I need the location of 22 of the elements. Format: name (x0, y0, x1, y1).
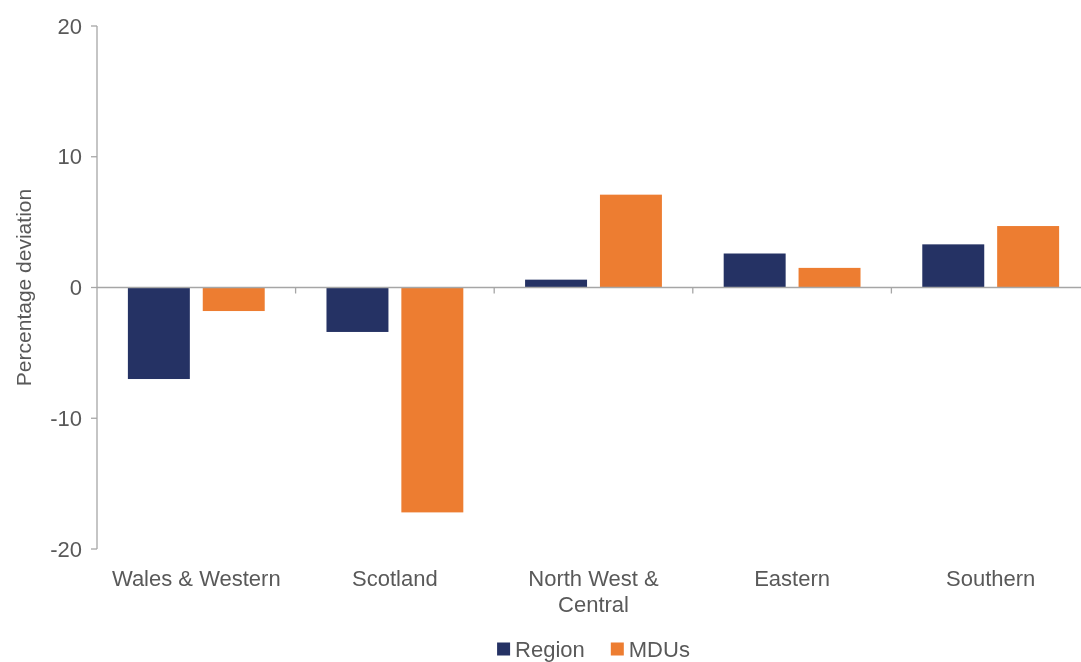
bar (723, 253, 786, 288)
y-tick-label: 10 (57, 144, 82, 170)
x-tick-label: Scotland (352, 566, 438, 591)
bar (401, 287, 464, 513)
y-tick-label: -10 (50, 405, 82, 431)
bar (127, 287, 190, 380)
y-tick-label: 0 (69, 275, 82, 301)
y-tick-label: 20 (57, 13, 82, 39)
bar (599, 194, 662, 288)
x-tick-label: Wales & Western (111, 566, 281, 591)
bar (922, 244, 985, 288)
x-tick-label: North West & Central (528, 566, 660, 617)
legend-label: Region (515, 636, 585, 662)
bar (997, 226, 1060, 288)
bar (326, 287, 389, 332)
x-tick-label: Eastern (754, 566, 831, 591)
legend-label: MDUs (628, 636, 690, 662)
bar (798, 267, 861, 288)
y-tick-label: -20 (50, 536, 82, 562)
bar (202, 287, 265, 312)
x-tick-label: Southern (946, 566, 1036, 591)
y-axis-title: Percentage deviation (12, 188, 36, 387)
